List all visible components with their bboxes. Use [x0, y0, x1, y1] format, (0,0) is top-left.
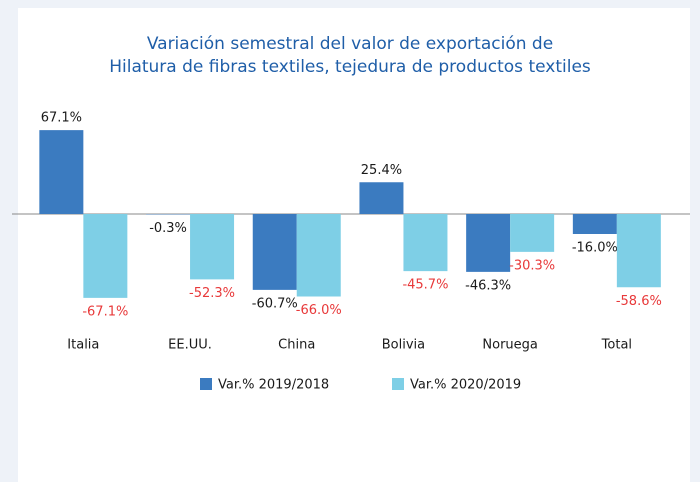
value-label: -67.1%: [82, 304, 128, 319]
bar: [616, 214, 661, 288]
legend-swatch: [200, 378, 212, 390]
bar: [510, 214, 555, 252]
value-label: 67.1%: [41, 111, 82, 126]
value-label: -0.3%: [149, 221, 187, 236]
x-tick-label: Bolivia: [382, 338, 425, 353]
value-label: -58.6%: [616, 294, 662, 309]
value-label: -30.3%: [509, 258, 555, 273]
bar: [190, 214, 235, 280]
value-label: -66.0%: [296, 303, 342, 318]
bar: [359, 182, 404, 214]
chart-title: Hilatura de fibras textiles, tejedura de…: [109, 57, 591, 77]
value-label: -16.0%: [572, 241, 618, 256]
bar: [83, 214, 128, 298]
x-tick-label: Italia: [67, 338, 99, 353]
x-tick-label: Total: [601, 338, 632, 353]
value-label: -52.3%: [189, 286, 235, 301]
value-label: -46.3%: [465, 278, 511, 293]
chart-title: Variación semestral del valor de exporta…: [147, 34, 553, 54]
bar: [466, 214, 511, 272]
bar: [252, 214, 297, 290]
value-label: -60.7%: [252, 296, 298, 311]
bar: [572, 214, 617, 234]
legend-label: Var.% 2019/2018: [218, 378, 329, 393]
legend-label: Var.% 2020/2019: [410, 378, 521, 393]
value-label: 25.4%: [361, 163, 402, 178]
x-tick-label: EE.UU.: [168, 338, 212, 353]
x-tick-label: China: [278, 338, 315, 353]
value-label: -45.7%: [402, 278, 448, 293]
bar: [296, 214, 341, 297]
legend-swatch: [392, 378, 404, 390]
bar: [403, 214, 448, 272]
panel: [18, 8, 690, 482]
bar: [39, 130, 84, 214]
x-tick-label: Noruega: [482, 338, 537, 353]
